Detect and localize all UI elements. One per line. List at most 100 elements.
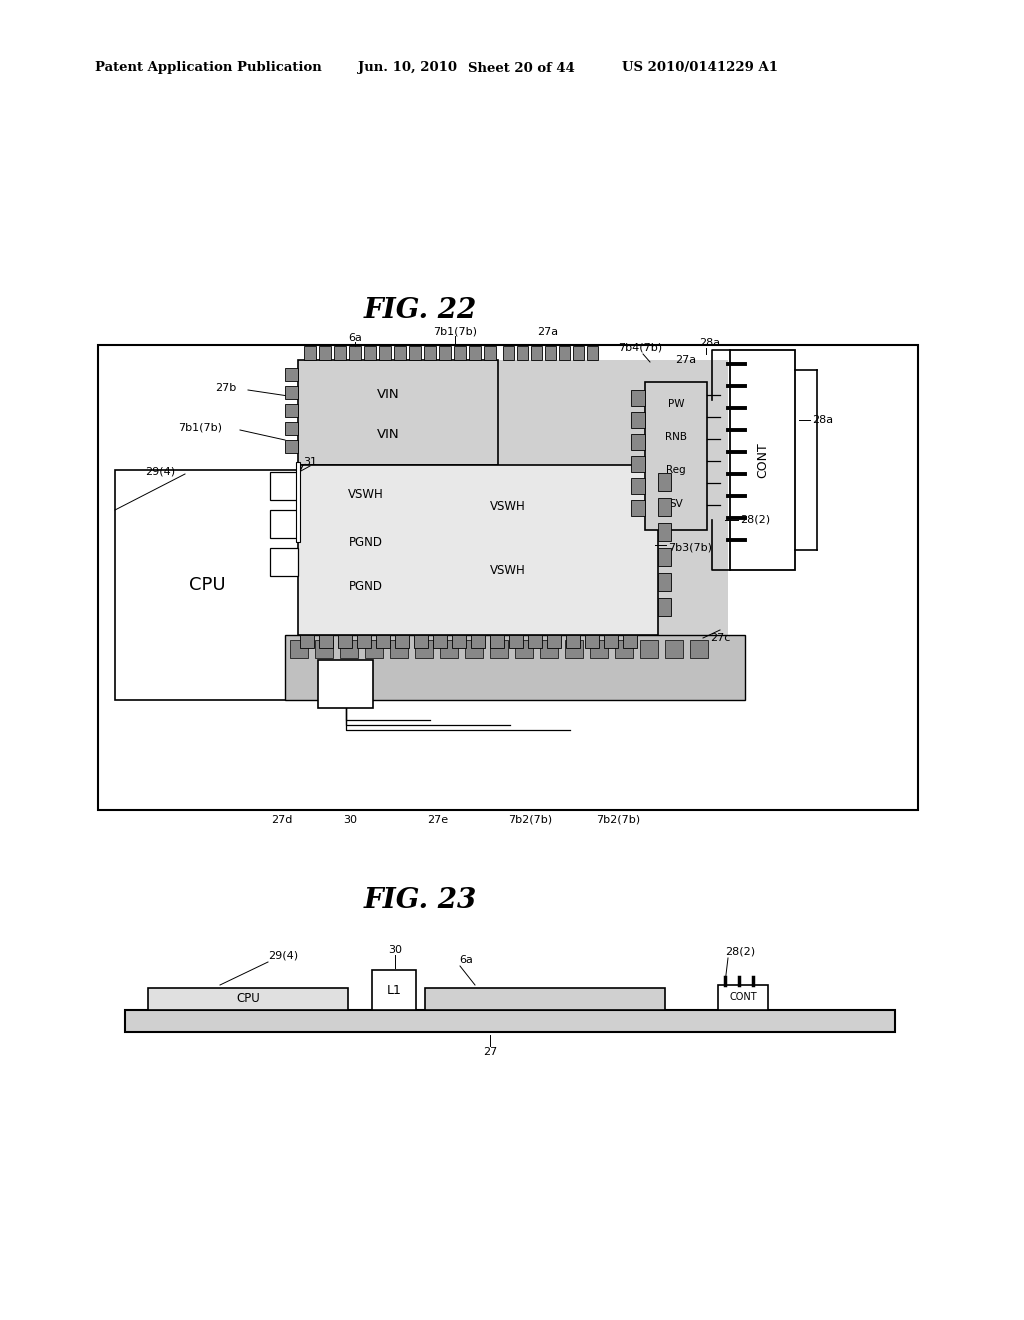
Text: 7b4(7b): 7b4(7b) <box>617 343 663 352</box>
Text: Patent Application Publication: Patent Application Publication <box>95 62 322 74</box>
Text: 30: 30 <box>343 814 357 825</box>
Bar <box>540 640 558 657</box>
Bar <box>528 635 542 648</box>
Bar <box>409 346 421 360</box>
Bar <box>349 346 361 360</box>
Bar <box>285 422 298 436</box>
Text: 27b: 27b <box>215 383 237 393</box>
Bar <box>718 985 768 1010</box>
Bar <box>559 346 570 360</box>
Text: 28(2): 28(2) <box>725 946 755 957</box>
Text: 29(4): 29(4) <box>145 467 175 477</box>
Bar <box>425 987 665 1010</box>
Text: 27c: 27c <box>710 634 730 643</box>
Text: VSWH: VSWH <box>490 564 526 577</box>
Bar <box>631 478 645 494</box>
Bar <box>357 635 371 648</box>
Text: 7b2(7b): 7b2(7b) <box>596 814 640 825</box>
Text: PGND: PGND <box>349 581 383 594</box>
Bar <box>365 640 383 657</box>
Text: VSWH: VSWH <box>490 500 526 513</box>
Bar <box>285 440 298 453</box>
Text: Jun. 10, 2010: Jun. 10, 2010 <box>358 62 457 74</box>
Bar <box>285 635 745 700</box>
Bar <box>340 640 358 657</box>
Text: Sheet 20 of 44: Sheet 20 of 44 <box>468 62 574 74</box>
Text: 29(4): 29(4) <box>268 950 298 961</box>
Text: 31: 31 <box>303 457 317 467</box>
Text: 27e: 27e <box>427 814 449 825</box>
Bar <box>517 346 528 360</box>
Bar <box>545 346 556 360</box>
Text: C1: C1 <box>278 557 290 566</box>
Text: 6a: 6a <box>348 333 361 343</box>
Bar <box>547 635 561 648</box>
Text: CONT: CONT <box>729 993 757 1002</box>
Text: 28a: 28a <box>812 414 834 425</box>
Text: US 2010/0141229 A1: US 2010/0141229 A1 <box>622 62 778 74</box>
Bar <box>298 360 498 465</box>
Bar <box>379 346 391 360</box>
Bar <box>565 640 583 657</box>
Bar <box>631 434 645 450</box>
Bar <box>319 346 331 360</box>
Text: PGND: PGND <box>349 536 383 549</box>
Bar <box>270 510 298 539</box>
Text: RNB: RNB <box>665 432 687 442</box>
Bar <box>424 346 436 360</box>
Text: C1: C1 <box>278 482 290 491</box>
Bar <box>298 465 658 635</box>
Text: 7b1(7b): 7b1(7b) <box>433 327 477 337</box>
Text: FIG. 23: FIG. 23 <box>364 887 476 913</box>
Bar <box>531 346 542 360</box>
Text: CPU: CPU <box>237 993 260 1006</box>
Text: L1: L1 <box>387 983 401 997</box>
Bar <box>454 346 466 360</box>
Bar <box>338 635 352 648</box>
Text: 7b3(7b): 7b3(7b) <box>668 543 712 553</box>
Bar <box>658 573 671 591</box>
Text: CONT: CONT <box>756 442 769 478</box>
Text: FIG. 22: FIG. 22 <box>364 297 476 323</box>
Bar <box>439 346 451 360</box>
Bar <box>319 635 333 648</box>
Text: 7b1(7b): 7b1(7b) <box>178 422 222 433</box>
Text: VIN: VIN <box>377 388 399 401</box>
Text: L1: L1 <box>337 677 354 690</box>
Bar <box>631 412 645 428</box>
Text: 28a: 28a <box>699 338 721 348</box>
Text: 27a: 27a <box>538 327 558 337</box>
Bar <box>452 635 466 648</box>
Bar <box>658 598 671 616</box>
Text: SV: SV <box>669 499 683 510</box>
Bar <box>270 548 298 576</box>
Bar <box>645 381 707 531</box>
Bar <box>285 385 298 399</box>
Bar <box>433 635 447 648</box>
Text: Reg: Reg <box>667 465 686 475</box>
Bar <box>631 389 645 407</box>
Bar <box>490 640 508 657</box>
Bar <box>509 635 523 648</box>
Bar <box>298 360 728 690</box>
Bar <box>415 640 433 657</box>
Bar <box>304 346 316 360</box>
Bar <box>665 640 683 657</box>
Bar <box>604 635 618 648</box>
Bar <box>615 640 633 657</box>
Bar <box>730 350 795 570</box>
Bar <box>490 635 504 648</box>
Bar <box>376 635 390 648</box>
Bar <box>484 346 496 360</box>
Text: VSWH: VSWH <box>348 488 384 502</box>
Bar <box>573 346 584 360</box>
Bar <box>658 548 671 566</box>
Text: 27a: 27a <box>676 355 696 366</box>
Bar <box>300 635 314 648</box>
Bar <box>364 346 376 360</box>
Bar <box>503 346 514 360</box>
Text: 30: 30 <box>388 945 402 954</box>
Bar <box>640 640 658 657</box>
Bar <box>658 498 671 516</box>
Bar <box>658 523 671 541</box>
